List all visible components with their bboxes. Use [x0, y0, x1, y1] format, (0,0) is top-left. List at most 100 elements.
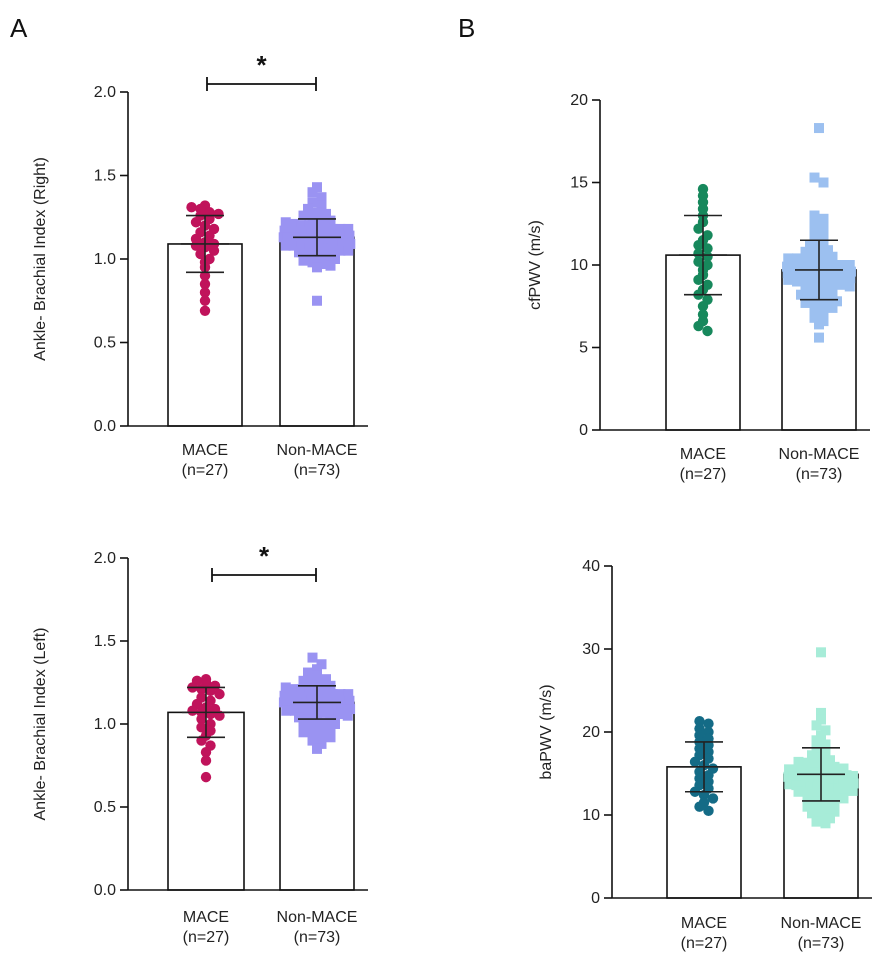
data-point: [290, 227, 301, 238]
data-point: [312, 743, 322, 754]
data-point: [322, 228, 333, 239]
data-point: [316, 200, 327, 211]
data-point: [820, 760, 831, 771]
data-point: [800, 283, 811, 294]
data-point: [304, 242, 315, 253]
data-point: [809, 284, 820, 295]
data-point: [303, 248, 313, 259]
data-point: [208, 245, 220, 256]
data-point: [816, 810, 826, 820]
data-point: [693, 320, 704, 332]
data-point: [316, 679, 327, 690]
data-point: [829, 271, 840, 282]
chart-bapwv: 0 10 20 30 40 baPWV (m/s) MACE (n=27) Non-MACE (n…: [538, 558, 872, 952]
y-tick-label: 0: [579, 422, 588, 439]
data-point: [333, 230, 344, 241]
data-point: [783, 771, 794, 782]
data-point: [200, 747, 212, 758]
data-point: [848, 778, 859, 789]
data-point: [199, 295, 211, 306]
data-point: [788, 261, 799, 272]
data-point: [809, 767, 820, 778]
data-point: [814, 123, 824, 134]
category-n-label: (n=73): [294, 929, 341, 946]
data-point: [811, 735, 822, 746]
data-point: [796, 289, 806, 300]
data-point: [316, 707, 327, 718]
data-point: [828, 776, 839, 787]
data-point: [328, 230, 339, 241]
data-point: [333, 695, 344, 706]
data-point: [793, 756, 804, 767]
data-point: [811, 788, 822, 799]
data-point: [301, 692, 312, 703]
data-point: [303, 203, 313, 214]
data-point: [784, 764, 795, 775]
data-point: [196, 683, 207, 695]
data-point: [827, 279, 838, 290]
data-point: [330, 254, 340, 264]
y-tick-label: 5: [579, 340, 588, 357]
data-point: [304, 685, 315, 696]
data-point: [199, 278, 211, 290]
data-point: [199, 287, 211, 298]
data-point: [693, 240, 704, 251]
y-tick-label: 15: [570, 175, 588, 192]
data-point: [783, 253, 794, 264]
data-point: [196, 722, 207, 733]
y-axis-label: Ankle- Brachial Index (Right): [32, 157, 49, 361]
data-point: [325, 260, 336, 271]
data-point: [335, 245, 346, 256]
data-point: [829, 761, 840, 772]
data-point: [844, 260, 855, 270]
data-point: [800, 297, 811, 308]
y-tick-label: 10: [582, 807, 600, 824]
data-point: [829, 800, 840, 811]
data-point: [811, 796, 822, 807]
data-point: [322, 694, 333, 705]
data-point: [312, 664, 322, 675]
data-point: [818, 222, 829, 233]
data-point: [288, 684, 299, 695]
data-point: [306, 228, 317, 239]
category-n-label: (n=73): [294, 462, 341, 479]
data-point: [312, 670, 322, 681]
data-point: [837, 273, 848, 284]
data-point: [809, 299, 820, 310]
data-point: [335, 223, 346, 234]
data-point: [822, 768, 833, 779]
category-label: MACE: [183, 909, 229, 926]
data-point: [190, 240, 202, 251]
data-point: [818, 286, 829, 297]
data-point: [811, 759, 822, 770]
data-point: [200, 755, 212, 766]
data-point: [689, 756, 701, 768]
data-point: [820, 790, 831, 801]
data-point: [820, 746, 831, 757]
data-point: [328, 695, 339, 706]
y-axis-label: cfPWV (m/s): [527, 220, 544, 310]
data-point: [802, 795, 813, 806]
data-point: [816, 707, 826, 718]
data-point: [343, 223, 354, 234]
data-point: [284, 225, 295, 236]
data-point: [792, 253, 803, 264]
data-point: [845, 266, 856, 277]
data-point: [316, 723, 327, 734]
data-point: [809, 256, 820, 267]
data-point: [186, 202, 197, 213]
data-point: [790, 268, 801, 279]
data-point: [798, 773, 809, 784]
y-tick-label: 0.0: [94, 418, 116, 435]
data-point: [800, 276, 811, 287]
data-point: [845, 273, 856, 284]
data-point: [333, 709, 344, 720]
data-point: [782, 268, 793, 279]
data-point: [816, 647, 826, 658]
data-point: [838, 777, 849, 788]
data-point: [312, 207, 322, 218]
data-point: [809, 306, 820, 317]
data-point: [298, 210, 309, 221]
y-tick-label: 1.0: [94, 716, 116, 733]
data-point: [793, 786, 804, 797]
